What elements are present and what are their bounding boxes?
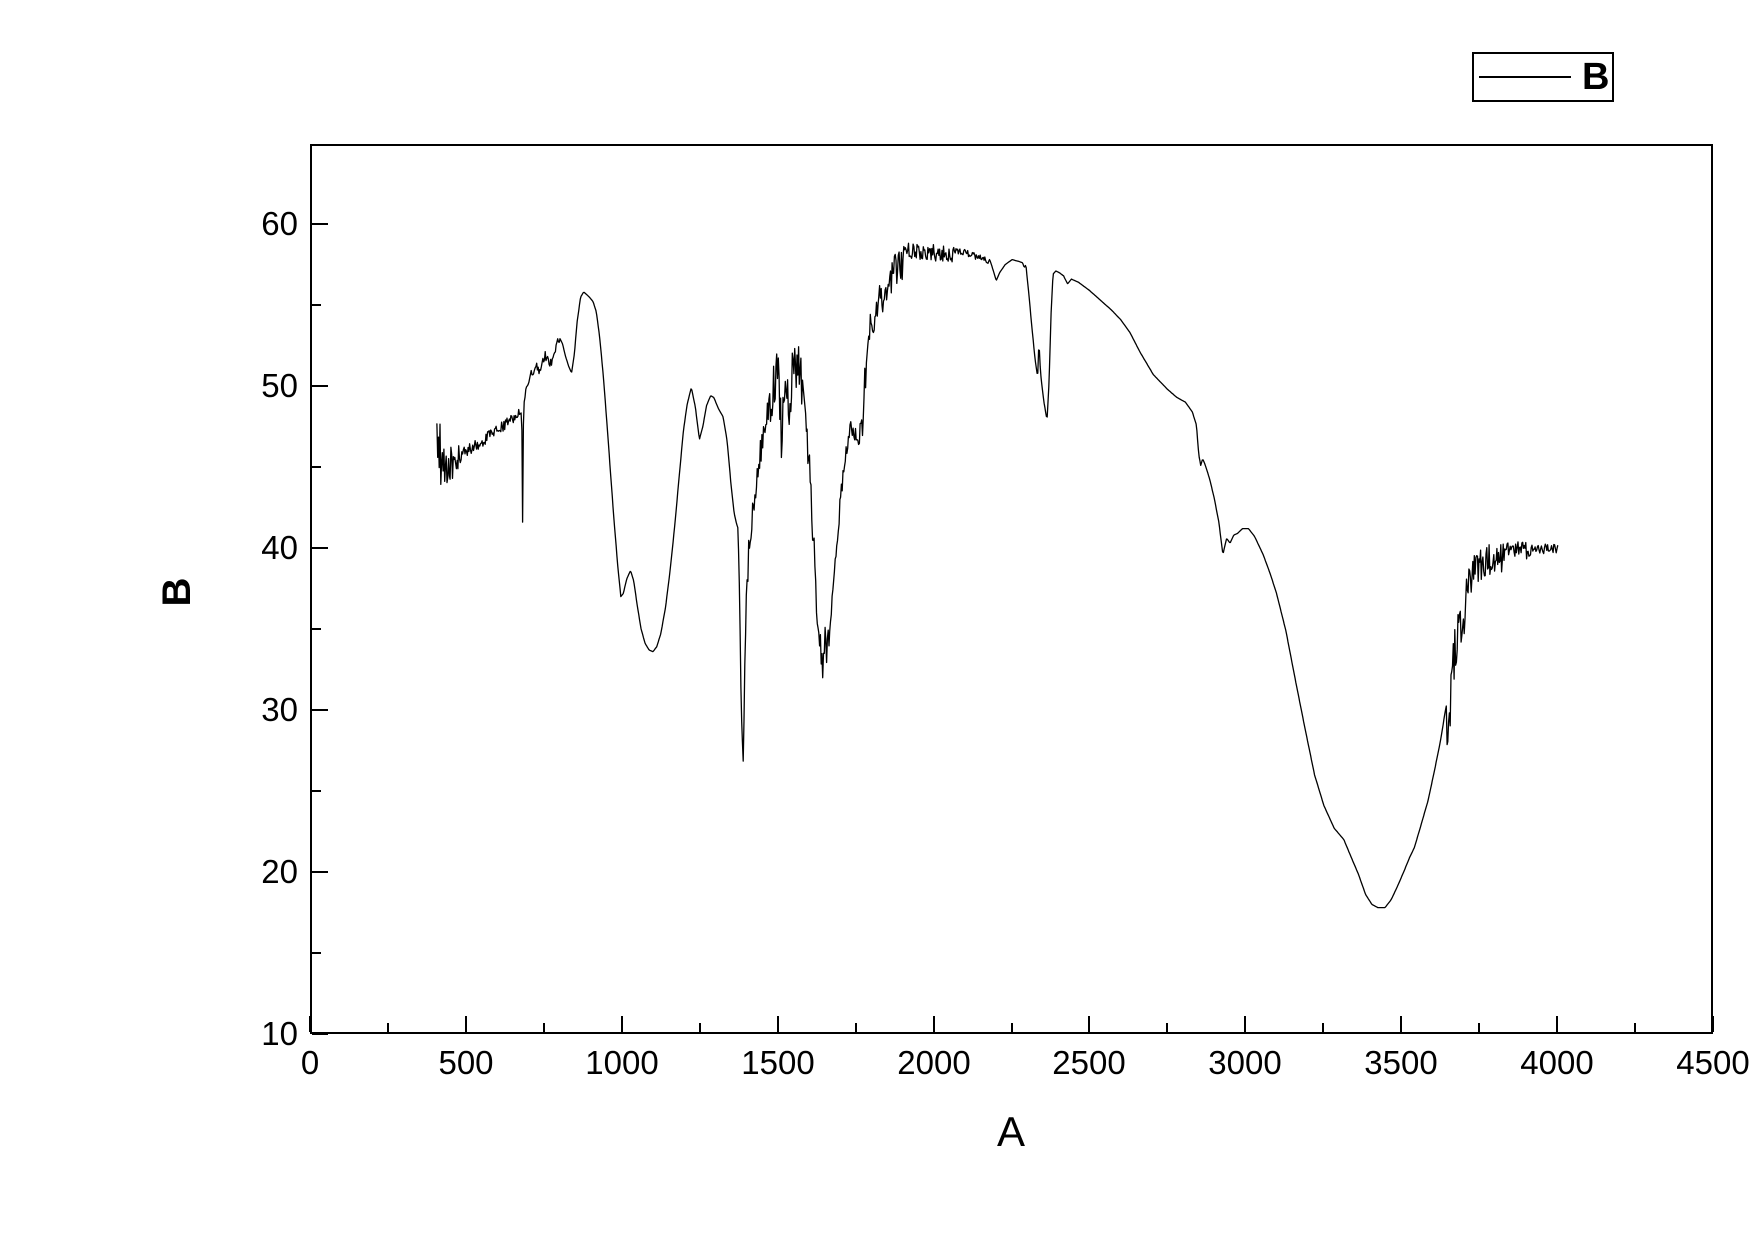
- x-tick-label: 1000: [585, 1044, 659, 1081]
- y-tick-label: 50: [261, 367, 298, 404]
- x-major-tick: [465, 1016, 467, 1032]
- x-axis-title: A: [996, 1108, 1025, 1155]
- x-major-tick: [1400, 1016, 1402, 1032]
- plot-area: [436, 242, 1559, 909]
- x-minor-tick: [1478, 1023, 1480, 1032]
- y-major-tick: [312, 871, 328, 873]
- y-major-tick: [312, 223, 328, 225]
- y-minor-tick: [312, 304, 321, 306]
- y-axis-title: B: [154, 577, 199, 607]
- x-tick-label: 4000: [1520, 1044, 1594, 1081]
- y-major-tick: [312, 709, 328, 711]
- y-major-tick: [312, 385, 328, 387]
- y-minor-tick: [312, 790, 321, 792]
- x-major-tick: [1712, 1016, 1714, 1032]
- x-minor-tick: [699, 1023, 701, 1032]
- x-minor-tick: [387, 1023, 389, 1032]
- y-tick-label: 10: [261, 1015, 298, 1052]
- y-major-tick: [312, 547, 328, 549]
- legend-label: B: [1582, 56, 1610, 98]
- x-major-tick: [1244, 1016, 1246, 1032]
- x-major-tick: [1556, 1016, 1558, 1032]
- legend-line-sample: [1479, 76, 1571, 78]
- x-major-tick: [933, 1016, 935, 1032]
- x-minor-tick: [543, 1023, 545, 1032]
- x-minor-tick: [1634, 1023, 1636, 1032]
- legend: B: [1472, 52, 1614, 102]
- x-tick-label: 2000: [897, 1044, 971, 1081]
- y-tick-label: 20: [261, 853, 298, 890]
- x-minor-tick: [1322, 1023, 1324, 1032]
- x-minor-tick: [855, 1023, 857, 1032]
- y-minor-tick: [312, 466, 321, 468]
- x-tick-label: 2500: [1052, 1044, 1126, 1081]
- x-tick-label: 500: [438, 1044, 494, 1081]
- x-major-tick: [309, 1016, 311, 1032]
- x-minor-tick: [1011, 1023, 1013, 1032]
- y-minor-tick: [312, 628, 321, 630]
- x-tick-label: 1500: [741, 1044, 815, 1081]
- y-tick-label: 30: [261, 691, 298, 728]
- x-major-tick: [1088, 1016, 1090, 1032]
- y-minor-tick: [312, 952, 321, 954]
- x-tick-label: 0: [300, 1044, 320, 1081]
- x-major-tick: [621, 1016, 623, 1032]
- x-tick-label: 4500: [1676, 1044, 1750, 1081]
- y-tick-label: 40: [261, 529, 298, 566]
- x-tick-label: 3500: [1364, 1044, 1438, 1081]
- x-major-tick: [777, 1016, 779, 1032]
- y-tick-label: 60: [261, 205, 298, 242]
- y-major-tick: [312, 1033, 328, 1035]
- x-tick-label: 3000: [1208, 1044, 1282, 1081]
- series-line-B: [436, 242, 1559, 909]
- x-minor-tick: [1166, 1023, 1168, 1032]
